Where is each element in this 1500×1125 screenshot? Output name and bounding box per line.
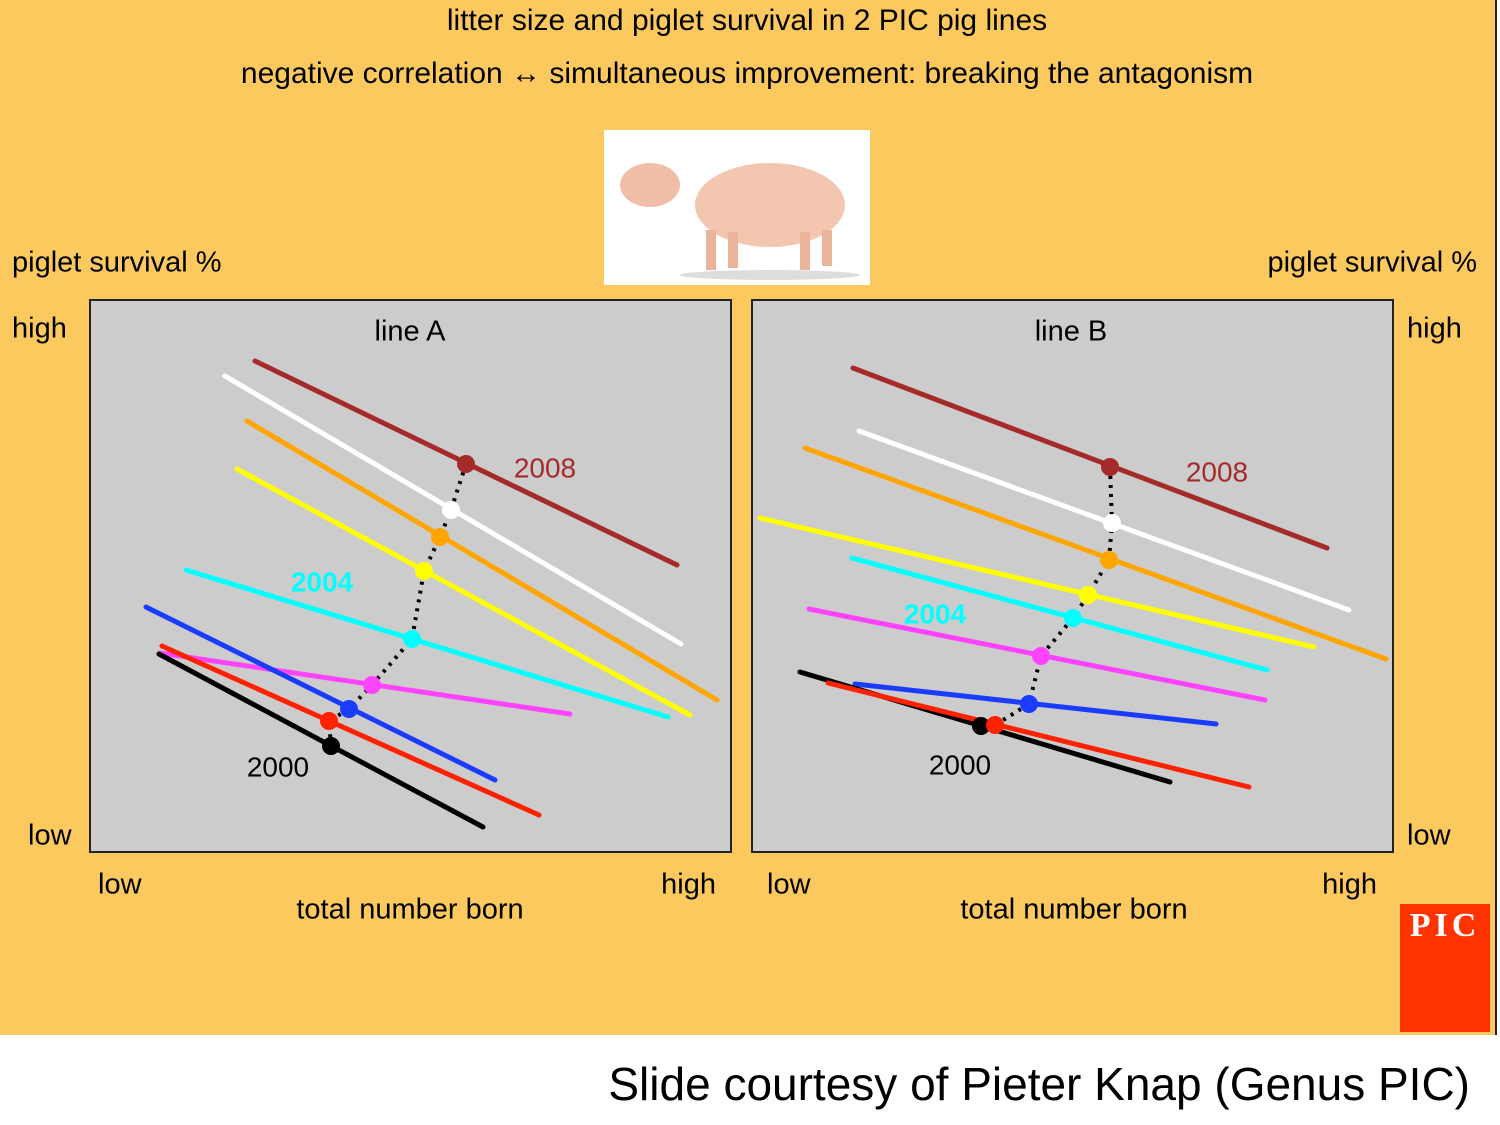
year-label: 2000 (929, 749, 991, 780)
panel-b-frame (751, 299, 1394, 853)
x-low-label: low (767, 869, 812, 901)
year-label: 2008 (1186, 456, 1248, 487)
year-label: 2004 (291, 566, 354, 597)
x-axis-label: total number born (296, 894, 523, 926)
year-label: 2004 (904, 598, 967, 629)
logo-text: PIC (1410, 907, 1481, 944)
title: litter size and piglet survival in 2 PIC… (447, 4, 1047, 37)
y-low-label: low (28, 820, 73, 852)
panel-a-frame (89, 299, 732, 853)
panel-b-dots (972, 458, 1121, 735)
year-label: 2008 (514, 452, 576, 483)
y-low-label: low (1407, 820, 1452, 852)
y-high-label: high (12, 313, 67, 345)
logo-box (1400, 904, 1490, 1032)
panel-a-dots (320, 455, 475, 755)
pig-image (604, 130, 870, 285)
credit: Slide courtesy of Pieter Knap (Genus PIC… (608, 1058, 1470, 1110)
x-axis-label: total number born (960, 894, 1187, 926)
y-high-label: high (1407, 313, 1462, 345)
y-axis-label: piglet survival % (1267, 247, 1477, 279)
year-label: 2000 (247, 751, 309, 782)
subtitle: negative correlation ↔ simultaneous impr… (241, 57, 1253, 90)
y-axis-label: piglet survival % (12, 247, 222, 279)
x-high-label: high (1322, 869, 1377, 901)
panel-title: line A (375, 316, 447, 348)
panel-title: line B (1035, 316, 1108, 348)
x-high-label: high (661, 869, 716, 901)
x-low-label: low (98, 869, 143, 901)
